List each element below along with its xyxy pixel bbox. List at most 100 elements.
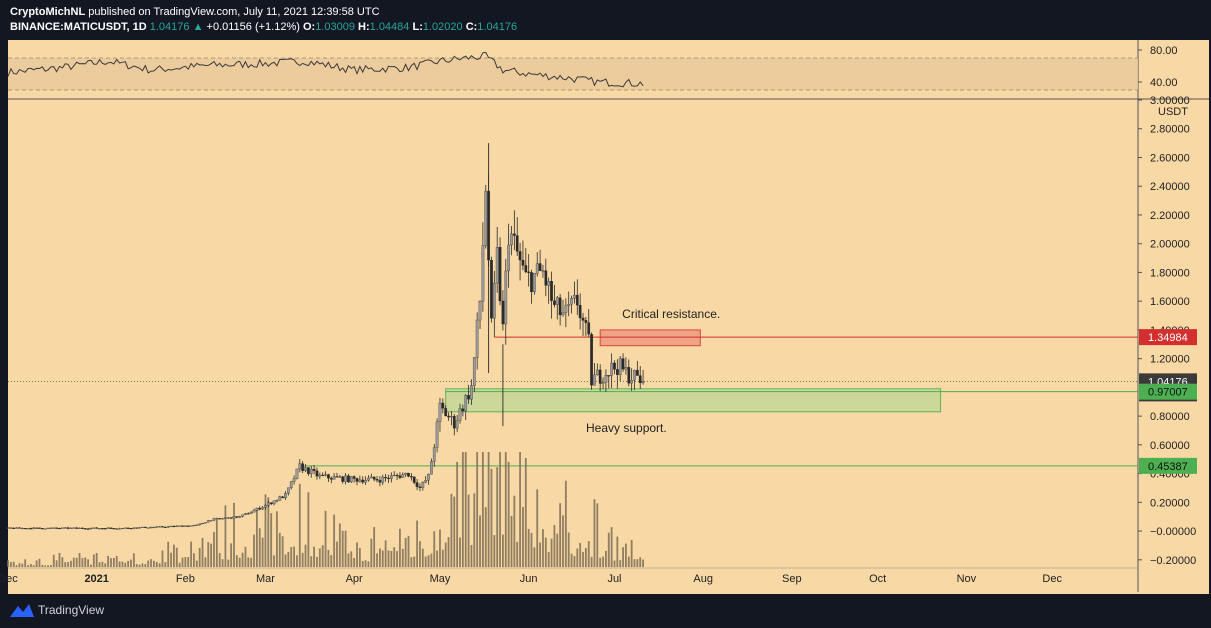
candle-body xyxy=(581,317,585,321)
candle-body xyxy=(412,476,416,483)
volume-bar xyxy=(50,565,52,567)
candle-body xyxy=(209,520,213,522)
volume-bar xyxy=(115,555,118,567)
volume-bar xyxy=(419,541,421,567)
volume-bar xyxy=(29,564,32,567)
volume-bar xyxy=(258,528,261,567)
volume-bar xyxy=(564,480,567,567)
volume-bar xyxy=(410,557,413,567)
volume-bar xyxy=(233,502,235,567)
volume-bar xyxy=(450,493,453,567)
candle-body xyxy=(361,479,365,483)
open-label: O: xyxy=(302,21,316,33)
volume-bar xyxy=(604,550,607,567)
candle-body xyxy=(587,322,591,335)
resistance-zone xyxy=(599,329,701,347)
candle-body xyxy=(447,415,450,418)
volume-bar xyxy=(127,560,130,567)
candle-body xyxy=(35,527,38,529)
level-price-tag-box xyxy=(1139,457,1197,474)
volume-bar xyxy=(304,544,307,567)
author-name[interactable]: CryptoMichNL xyxy=(10,6,86,18)
candle-body xyxy=(75,527,79,529)
volume-bar xyxy=(155,561,158,567)
volume-bar xyxy=(284,554,287,567)
candle-body xyxy=(129,528,133,530)
candle-body xyxy=(255,507,259,511)
volume-bar xyxy=(247,557,250,567)
candle-body xyxy=(538,263,542,271)
candle-body xyxy=(407,472,410,477)
price-tick-label: 2.20000 xyxy=(1150,210,1190,222)
volume-bar xyxy=(376,553,378,567)
volume-bar xyxy=(602,556,604,567)
candle-body xyxy=(295,468,299,479)
price-change: +0.01156 (+1.12%) xyxy=(206,21,300,33)
volume-bar xyxy=(313,546,316,567)
level-price-tag: 0.45387 xyxy=(1148,461,1188,473)
symbol-label[interactable]: BINANCE:MATICUSDT, 1D xyxy=(10,21,147,33)
price-unit-label: USDT xyxy=(1158,106,1188,118)
volume-bar xyxy=(175,547,178,567)
candle-body xyxy=(553,300,556,305)
candle-body xyxy=(470,385,473,400)
candle-body xyxy=(6,527,10,529)
low-value: 1.02020 xyxy=(422,21,463,33)
volume-bar xyxy=(310,556,313,567)
volume-bar xyxy=(487,452,490,567)
volume-bar xyxy=(198,547,201,567)
candle-body xyxy=(467,395,470,400)
tradingview-brand[interactable]: TradingView xyxy=(10,601,104,619)
volume-bar xyxy=(584,548,587,567)
volume-bar xyxy=(24,559,27,567)
volume-bar xyxy=(576,548,579,567)
candle-body xyxy=(404,472,407,475)
candle-body xyxy=(561,312,565,316)
candle-body xyxy=(304,467,307,471)
candle-body xyxy=(224,517,227,519)
volume-bar xyxy=(18,563,21,567)
time-tick-label: May xyxy=(430,573,451,585)
candle-body xyxy=(121,527,124,530)
candle-body xyxy=(232,516,236,519)
volume-bar xyxy=(255,510,258,567)
volume-bar xyxy=(439,529,441,567)
volume-bar xyxy=(550,538,553,567)
candle-body xyxy=(38,527,41,529)
volume-bar xyxy=(316,556,318,567)
candle-body xyxy=(421,482,425,488)
candle-body xyxy=(432,447,436,462)
volume-bar xyxy=(502,534,504,567)
volume-bar xyxy=(633,559,636,567)
price-tick-label: 2.00000 xyxy=(1150,239,1190,251)
resistance-annotation: Critical resistance. xyxy=(622,307,720,321)
price-tick-label: 2.80000 xyxy=(1150,124,1190,136)
candle-body xyxy=(184,525,187,527)
candle-body xyxy=(252,510,256,513)
candle-body xyxy=(338,476,342,478)
volume-bar xyxy=(301,552,304,567)
candle-body xyxy=(192,524,196,527)
candle-body xyxy=(249,512,253,514)
candle-body xyxy=(212,518,216,521)
candle-body xyxy=(458,408,462,421)
candle-body xyxy=(181,525,184,527)
candle-body xyxy=(118,528,121,530)
candle-body xyxy=(246,513,250,515)
candle-body xyxy=(398,475,402,478)
volume-bar xyxy=(496,467,499,567)
volume-bar xyxy=(135,564,138,567)
volume-bar xyxy=(636,559,639,567)
candle-body xyxy=(633,369,636,381)
volume-bar xyxy=(204,557,207,567)
right-frame xyxy=(1209,40,1211,594)
candle-body xyxy=(621,358,625,370)
candle-body xyxy=(527,271,531,273)
volume-bar xyxy=(642,559,644,567)
triangle-up-icon: ▲ xyxy=(192,21,204,33)
volume-bar xyxy=(152,560,155,567)
volume-bar xyxy=(473,493,476,567)
candle-body xyxy=(427,473,430,481)
candle-body xyxy=(324,474,327,476)
